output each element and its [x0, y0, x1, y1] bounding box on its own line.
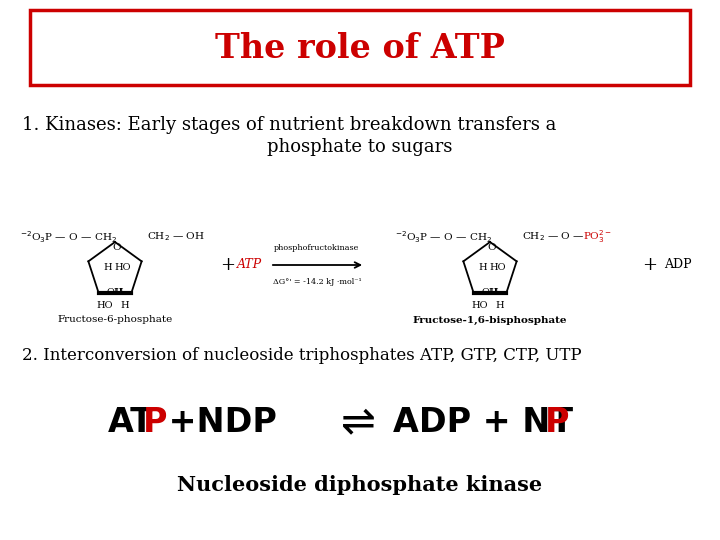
Text: H: H — [104, 264, 112, 273]
Text: +NDP: +NDP — [157, 406, 277, 438]
Text: The role of ATP: The role of ATP — [215, 31, 505, 64]
Bar — [30, 10, 690, 85]
Text: phosphofructokinase: phosphofructokinase — [274, 244, 360, 252]
Text: PO$_3^{2-}$: PO$_3^{2-}$ — [583, 228, 612, 245]
Text: CH$_2$ — O —: CH$_2$ — O — — [522, 231, 585, 244]
Text: Fructose-6-phosphate: Fructose-6-phosphate — [58, 315, 173, 325]
Text: ATP: ATP — [238, 259, 263, 272]
Text: O: O — [487, 244, 496, 253]
Text: OH: OH — [482, 288, 498, 297]
Text: AT: AT — [108, 406, 154, 438]
Text: H: H — [114, 288, 123, 297]
Text: $^{-2}$O$_3$P — O — CH$_2$: $^{-2}$O$_3$P — O — CH$_2$ — [20, 229, 117, 245]
Text: H: H — [490, 288, 498, 297]
Text: $^{-2}$O$_3$P — O — CH$_2$: $^{-2}$O$_3$P — O — CH$_2$ — [395, 229, 492, 245]
Text: HO: HO — [114, 264, 131, 273]
Text: ⇌: ⇌ — [341, 401, 375, 443]
Text: ΔG°' = -14.2 kJ ·mol⁻¹: ΔG°' = -14.2 kJ ·mol⁻¹ — [273, 278, 361, 286]
Text: ADP: ADP — [664, 259, 692, 272]
Text: 1. Kinases: Early stages of nutrient breakdown transfers a: 1. Kinases: Early stages of nutrient bre… — [22, 116, 557, 134]
Text: O: O — [113, 244, 121, 253]
Text: phosphate to sugars: phosphate to sugars — [267, 138, 453, 156]
Text: HO: HO — [472, 301, 488, 310]
Text: H: H — [495, 301, 504, 310]
Text: H: H — [479, 264, 487, 273]
Text: +: + — [220, 256, 235, 274]
Text: +: + — [642, 256, 657, 274]
Text: ADP + NT: ADP + NT — [393, 406, 573, 438]
Text: 2. Interconversion of nucleoside triphosphates ATP, GTP, CTP, UTP: 2. Interconversion of nucleoside triphos… — [22, 347, 582, 363]
Text: CH$_2$ — OH: CH$_2$ — OH — [147, 231, 205, 244]
Text: HO: HO — [96, 301, 113, 310]
Text: OH: OH — [107, 288, 123, 297]
Text: P: P — [143, 406, 168, 438]
Text: Nucleoside diphosphate kinase: Nucleoside diphosphate kinase — [177, 475, 543, 495]
Text: H: H — [121, 301, 130, 310]
Text: P: P — [545, 406, 570, 438]
Text: HO: HO — [490, 264, 506, 273]
Text: Fructose-1,6-bisphosphate: Fructose-1,6-bisphosphate — [413, 315, 567, 325]
